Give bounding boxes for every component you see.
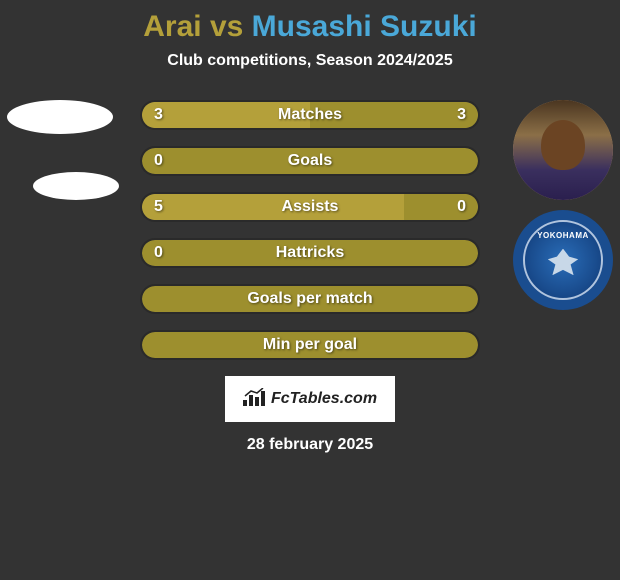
bar-value-right: 3 bbox=[457, 102, 466, 128]
bar-label: Matches bbox=[142, 102, 478, 128]
badge-text: YOKOHAMA bbox=[525, 231, 601, 240]
date-text: 28 february 2025 bbox=[0, 436, 620, 454]
bar-value-left: 0 bbox=[154, 148, 163, 174]
bar-value-right: 0 bbox=[457, 194, 466, 220]
player1-placeholder-avatar bbox=[7, 100, 113, 134]
bar-label: Goals bbox=[142, 148, 478, 174]
player2-name: Musashi Suzuki bbox=[252, 10, 477, 43]
watermark-text: FcTables.com bbox=[271, 390, 377, 408]
bar-label: Min per goal bbox=[142, 332, 478, 358]
stat-bars-container: Matches33Goals0Assists50Hattricks0Goals … bbox=[140, 100, 480, 360]
chart-icon bbox=[243, 388, 265, 411]
player2-photo bbox=[513, 100, 613, 200]
bar-value-left: 0 bbox=[154, 240, 163, 266]
content-area: YOKOHAMA Matches33Goals0Assists50Hattric… bbox=[0, 100, 620, 360]
stat-bar: Goals0 bbox=[140, 146, 480, 176]
badge-inner: YOKOHAMA bbox=[523, 220, 603, 300]
stat-bar: Min per goal bbox=[140, 330, 480, 360]
player1-name: Arai bbox=[143, 10, 201, 43]
comparison-title: Arai vs Musashi Suzuki bbox=[0, 0, 620, 44]
player2-club-badge: YOKOHAMA bbox=[513, 210, 613, 310]
bar-label: Assists bbox=[142, 194, 478, 220]
stat-bar: Matches3 3 bbox=[140, 100, 480, 130]
stat-bar: Goals per match bbox=[140, 284, 480, 314]
player1-placeholder-badge bbox=[33, 172, 119, 200]
bar-value-left: 5 bbox=[154, 194, 163, 220]
vs-text: vs bbox=[202, 10, 252, 43]
badge-bird-icon bbox=[548, 249, 578, 276]
bar-label: Goals per match bbox=[142, 286, 478, 312]
right-avatars: YOKOHAMA bbox=[513, 100, 613, 310]
watermark: FcTables.com bbox=[225, 376, 395, 422]
bar-label: Hattricks bbox=[142, 240, 478, 266]
stat-bar: Hattricks0 bbox=[140, 238, 480, 268]
bar-value-left: 3 bbox=[154, 102, 163, 128]
stat-bar: Assists5 0 bbox=[140, 192, 480, 222]
photo-face bbox=[541, 120, 585, 170]
subtitle: Club competitions, Season 2024/2025 bbox=[0, 52, 620, 70]
left-avatars bbox=[7, 100, 119, 215]
